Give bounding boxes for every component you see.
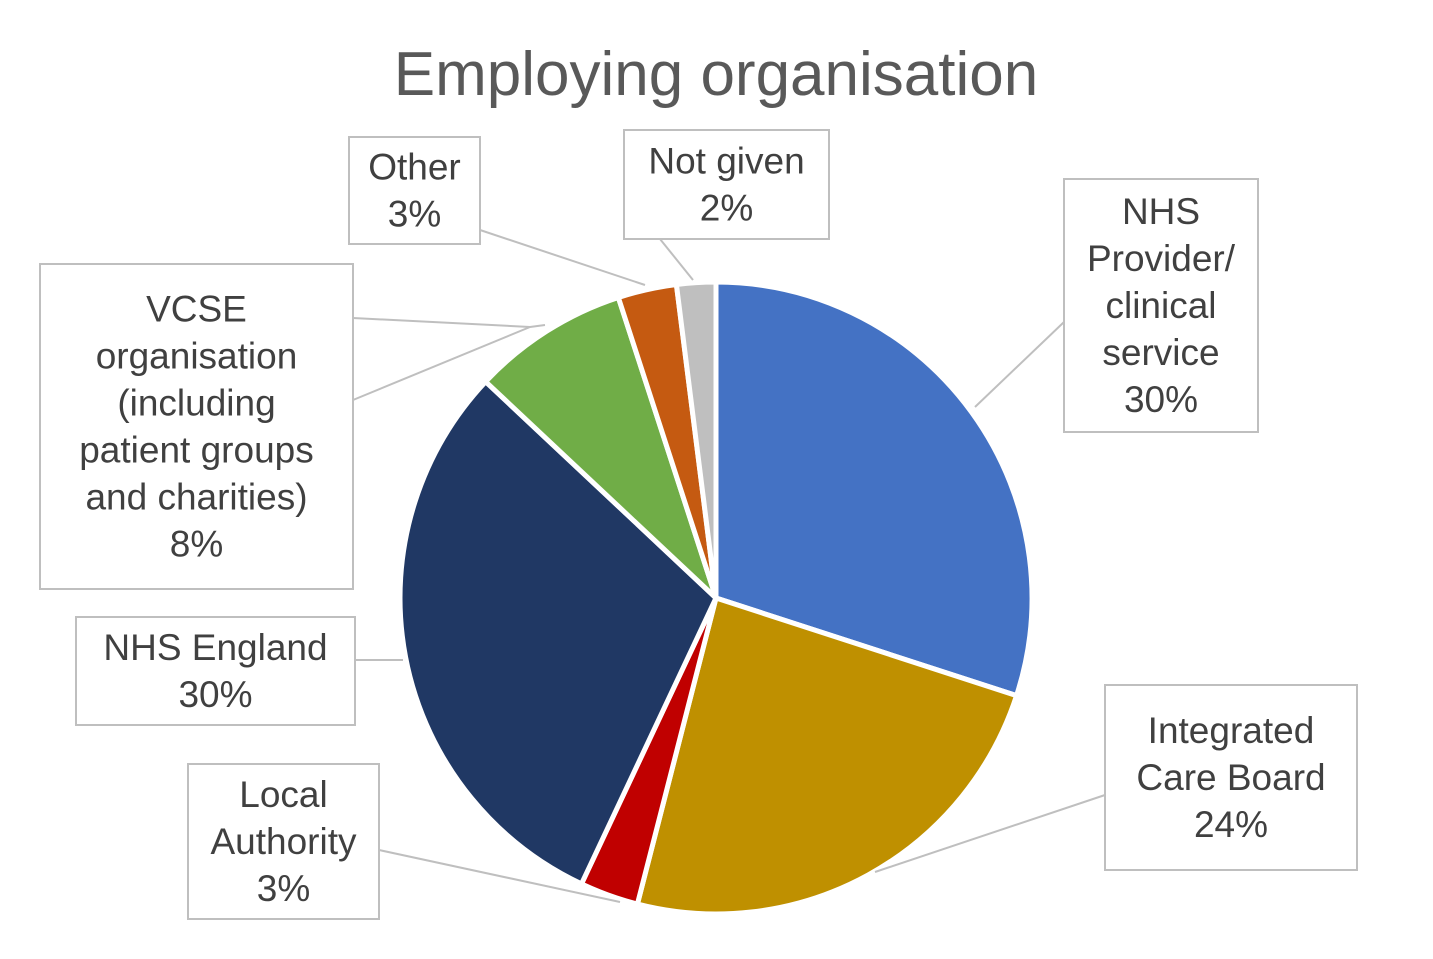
data-label-category: NHS [1122,191,1200,232]
data-label-not-given: Not given 2% [648,141,804,229]
pie-slice-not-given [673,279,719,601]
leader-line-vcse-organisation-including-patient-groups-and-charities-lower [352,326,531,401]
leader-line-nhs-provider-clinical-service [974,321,1065,408]
leader-line-not-given [659,238,694,281]
data-label-category: service [1102,332,1219,373]
data-label-value: 8% [170,524,223,565]
data-label-category: patient groups [79,430,314,471]
data-label-integrated-care-board: Integrated Care Board 24% [1136,710,1325,845]
data-label-nhs-england: NHS England 30% [103,627,327,715]
data-label-box-vcse-organisation-including-patient-groups-and-charities [39,263,354,590]
data-label-box-nhs-provider-clinical-service [1063,178,1259,433]
data-label-nhs-provider-clinical-service: NHS Provider/clinical service 30% [1087,191,1236,420]
data-label-box-other [348,136,481,245]
pie-slices [397,279,1035,917]
data-label-category: clinical [1105,285,1216,326]
data-label-category: organisation [96,336,298,377]
data-label-local-authority: Local Authority 3% [210,774,357,909]
data-label-category: Integrated [1148,710,1315,751]
data-label-category: (including [117,383,275,424]
data-label-value: 30% [1124,379,1198,420]
pie-slice-vcse-organisation-including-patient-groups-and-charities [483,294,719,601]
data-label-value: 2% [700,188,753,229]
data-label-category: Other [368,147,461,188]
pie-slice-integrated-care-board [634,595,1020,917]
chart-title: Employing organisation [394,40,1039,109]
data-label-value: 30% [178,674,252,715]
leader-line-vcse-organisation-including-patient-groups-and-charities [352,317,546,329]
data-label-category: NHS England [103,627,327,668]
data-label-category: Provider/ [1087,238,1236,279]
data-label-category: Authority [210,821,357,862]
data-label-box-not-given [623,129,830,240]
data-label-category: Not given [648,141,804,182]
pie-slice-nhs-england [397,379,719,887]
leader-line-other [479,195,646,286]
data-label-category: VCSE [146,289,247,330]
pie-slice-nhs-provider-clinical-service [713,279,1035,699]
data-label-value: 24% [1194,804,1268,845]
data-label-category: and charities) [85,477,307,518]
data-label-box-integrated-care-board [1104,684,1358,871]
leader-line-local-authority [378,849,621,903]
data-label-box-nhs-england [75,616,356,726]
data-label-box-local-authority [187,763,380,920]
leader-line-integrated-care-board [874,794,1106,873]
data-label-category: Local [239,774,327,815]
data-label-other: Other 3% [368,147,461,235]
data-label-category: Care Board [1136,757,1325,798]
data-label-value: 3% [388,194,441,235]
data-labels: NHS Provider/clinical service 30% Integrated… [39,129,1358,920]
data-label-vcse-organisation-including-patient-groups-and-charities: VCSE organisation (including patient groups… [79,289,314,565]
data-label-value: 3% [257,868,310,909]
